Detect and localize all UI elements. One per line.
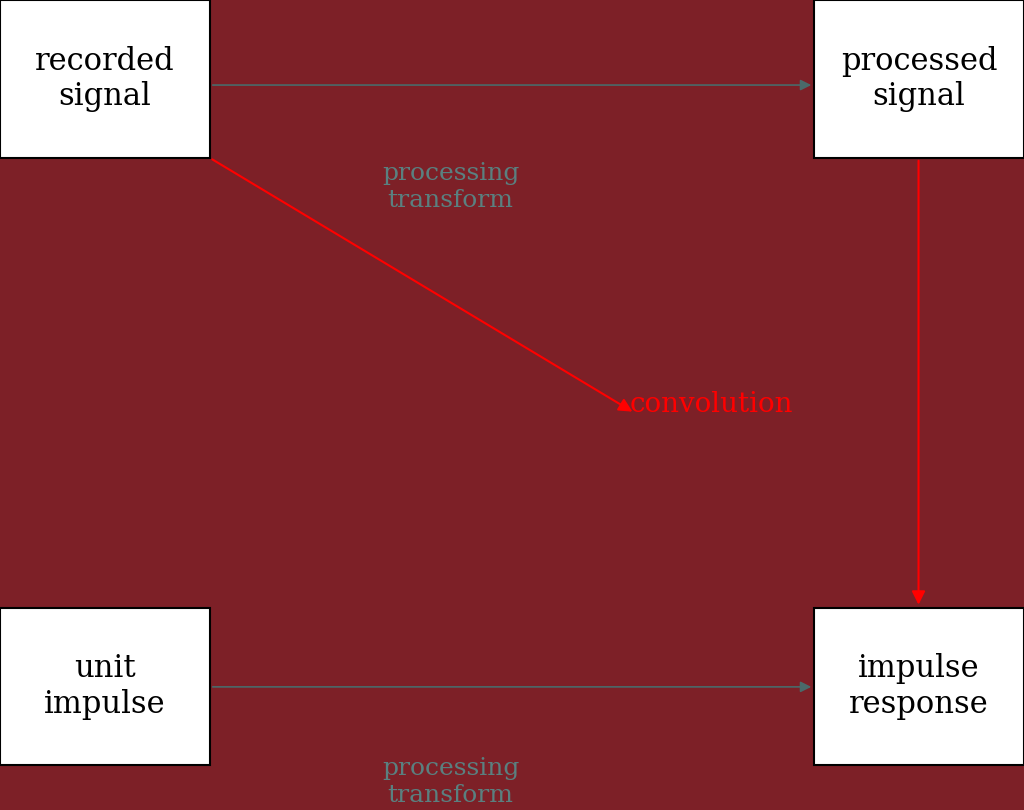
Text: processed
signal: processed signal	[841, 45, 997, 113]
Text: convolution: convolution	[630, 391, 794, 419]
Text: processing
transform: processing transform	[382, 162, 519, 211]
FancyBboxPatch shape	[0, 0, 210, 158]
FancyBboxPatch shape	[0, 608, 210, 765]
Text: unit
impulse: unit impulse	[44, 653, 166, 720]
Text: impulse
response: impulse response	[849, 653, 989, 720]
FancyBboxPatch shape	[814, 0, 1024, 158]
FancyBboxPatch shape	[814, 608, 1024, 765]
Text: processing
transform: processing transform	[382, 757, 519, 807]
Text: recorded
signal: recorded signal	[35, 45, 175, 113]
